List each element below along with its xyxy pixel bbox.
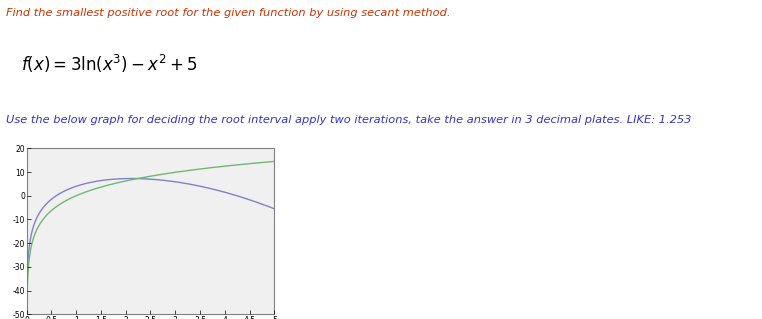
Text: $f(x) = 3\ln(x^3) - x^2 + 5$: $f(x) = 3\ln(x^3) - x^2 + 5$ (21, 53, 198, 75)
Text: Use the below graph for deciding the root interval apply two iterations, take th: Use the below graph for deciding the roo… (6, 115, 691, 125)
Text: Find the smallest positive root for the given function by using secant method.: Find the smallest positive root for the … (6, 8, 450, 18)
